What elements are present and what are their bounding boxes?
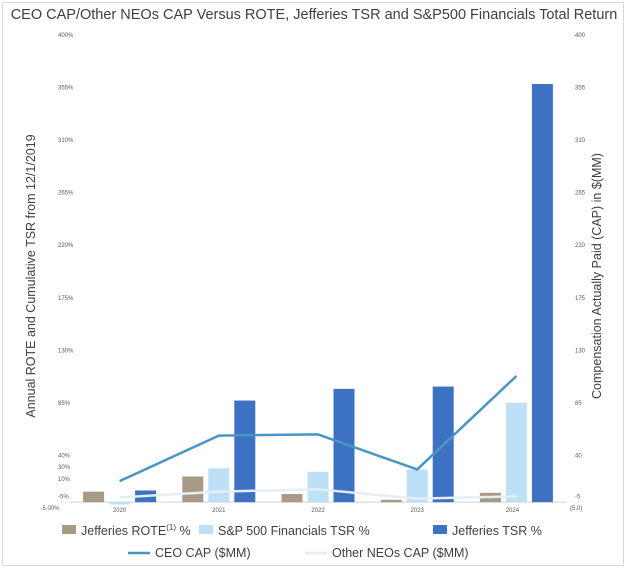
x-tick-label-2021: 2021 xyxy=(212,508,226,514)
legend-label-jefferies-rote: Jefferies ROTE(1) % xyxy=(81,523,191,538)
left-tick-label: 40% xyxy=(58,453,71,459)
right-tick-label: (5.0) xyxy=(570,506,582,512)
left-tick-label: -5.00% xyxy=(40,506,60,512)
legend-swatch-s-p-500-financials-tsr- xyxy=(199,525,213,534)
legend-label-jefferies-tsr-: Jefferies TSR % xyxy=(452,524,542,538)
bar-jefferies-rote-2021 xyxy=(182,476,204,503)
bar-jefferies-tsr--2021 xyxy=(234,400,256,503)
ceo-cap-line xyxy=(119,375,518,483)
left-tick-label: 10% xyxy=(58,477,71,483)
right-tick-label: 130 xyxy=(575,348,586,354)
legend-swatch-jefferies-rote xyxy=(62,525,76,534)
right-tick-label: 400 xyxy=(575,33,586,39)
legend-swatch-jefferies-tsr- xyxy=(433,525,447,534)
bar-s-p-500-financials-tsr--2020 xyxy=(109,502,131,505)
left-tick-label: 30% xyxy=(58,465,71,471)
right-tick-label: -5 xyxy=(575,494,581,500)
other-neos-cap-line xyxy=(119,488,517,500)
left-tick-label: 130% xyxy=(58,348,74,354)
x-tick-label-2023: 2023 xyxy=(411,508,425,514)
bar-s-p-500-financials-tsr--2023 xyxy=(406,469,428,503)
chart-title: CEO CAP/Other NEOs CAP Versus ROTE, Jeff… xyxy=(10,7,618,23)
x-tick-label-2024: 2024 xyxy=(506,508,520,514)
bar-s-p-500-financials-tsr--2021 xyxy=(208,468,230,503)
bar-s-p-500-financials-tsr--2022 xyxy=(307,471,329,503)
bar-jefferies-tsr--2024 xyxy=(531,84,553,503)
bar-jefferies-rote-2022 xyxy=(281,493,303,503)
left-tick-label: 355% xyxy=(58,86,74,92)
bar-jefferies-tsr--2022 xyxy=(333,388,355,503)
right-axis-title: Compensation Actually Paid (CAP) in $(MM… xyxy=(590,153,604,399)
left-tick-label: 400% xyxy=(58,33,74,39)
left-tick-label: 220% xyxy=(58,243,74,249)
left-tick-label: 310% xyxy=(58,138,74,144)
right-tick-label: 40 xyxy=(575,453,582,459)
legend-label-s-p-500-financials-tsr-: S&P 500 Financials TSR % xyxy=(218,524,370,538)
right-tick-label: 355 xyxy=(575,86,586,92)
bar-s-p-500-financials-tsr--2024 xyxy=(505,402,527,503)
x-tick-label-2022: 2022 xyxy=(311,508,325,514)
legend-label-ceo-cap-mm-: CEO CAP ($MM) xyxy=(155,546,251,560)
left-tick-label: -5% xyxy=(58,494,69,500)
left-tick-label: 175% xyxy=(58,296,74,302)
right-tick-label: 220 xyxy=(575,243,586,249)
left-tick-label: 85% xyxy=(58,401,71,407)
bar-jefferies-rote-2020 xyxy=(83,491,105,503)
right-tick-label: 310 xyxy=(575,138,586,144)
legend-label-other-neos-cap-mm-: Other NEOs CAP ($MM) xyxy=(332,546,469,560)
x-tick-label-2020: 2020 xyxy=(113,508,127,514)
left-tick-label: 265% xyxy=(58,191,74,197)
right-tick-label: 85 xyxy=(575,401,582,407)
right-tick-label: 265 xyxy=(575,191,586,197)
left-axis-title: Annual ROTE and Cumulative TSR from 12/1… xyxy=(24,134,38,417)
right-tick-label: 175 xyxy=(575,296,586,302)
bar-jefferies-rote-2023 xyxy=(380,499,402,503)
